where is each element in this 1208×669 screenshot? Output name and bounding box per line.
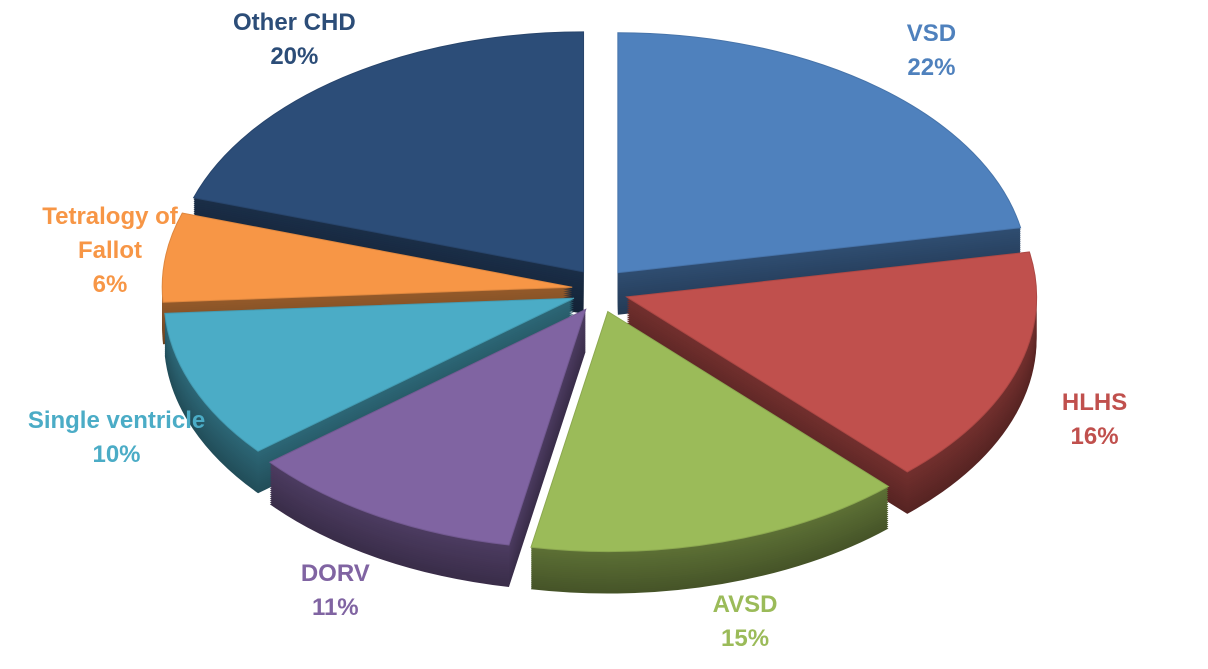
- slice-group: [617, 32, 1022, 315]
- category-label: Single ventricle: [27, 406, 206, 434]
- slice-label: Tetralogy of Fallot 6%: [25, 200, 195, 302]
- value-label: 15%: [721, 624, 770, 652]
- slice: [617, 32, 1022, 274]
- slice: [192, 31, 585, 273]
- slice-group: [268, 308, 587, 588]
- slice-label: AVSD 15%: [713, 588, 778, 656]
- slice-group: [530, 310, 890, 594]
- slice-label: Other CHD 20%: [233, 6, 356, 74]
- category-label: Other CHD: [233, 9, 356, 36]
- value-label: 20%: [270, 43, 319, 70]
- slice: [164, 297, 575, 452]
- slice-label: VSD 22%: [907, 17, 956, 85]
- category-label: Tetralogy of Fallot: [42, 203, 178, 265]
- slice: [161, 212, 573, 303]
- category-label: HLHS: [1061, 388, 1128, 416]
- slice: [625, 251, 1038, 473]
- slice-label: HLHS 16%: [1062, 386, 1127, 454]
- slice-group: [192, 31, 585, 314]
- category-label: AVSD: [712, 590, 778, 618]
- value-label: 11%: [311, 593, 359, 621]
- slice-label: Single ventricle 10%: [28, 404, 205, 472]
- category-label: DORV: [300, 559, 370, 587]
- value-label: 16%: [1070, 422, 1119, 450]
- slice-label: DORV 11%: [301, 557, 370, 625]
- value-label: 6%: [92, 271, 128, 299]
- slice-group: [164, 297, 575, 494]
- value-label: 22%: [907, 53, 956, 81]
- category-label: VSD: [906, 19, 957, 47]
- slice: [530, 310, 890, 552]
- slice-group: [625, 251, 1038, 514]
- slice: [268, 308, 587, 546]
- value-label: 10%: [92, 440, 141, 468]
